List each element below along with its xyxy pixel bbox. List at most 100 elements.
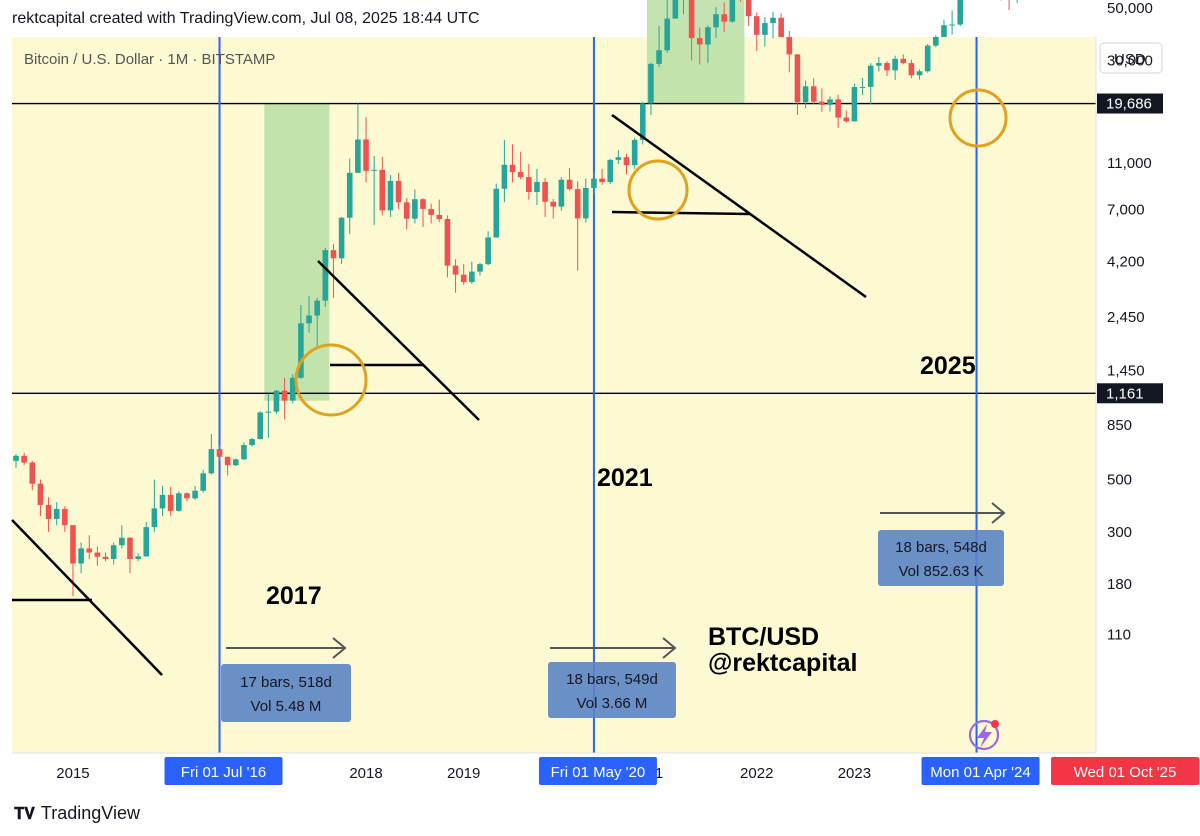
symbol-title: Bitcoin / U.S. Dollar · 1M · BITSTAMP	[24, 51, 275, 68]
candle-2015-07	[119, 525, 125, 549]
candle-body	[395, 180, 402, 203]
candle-body	[21, 455, 27, 463]
candle-body	[892, 58, 898, 71]
candle-body	[778, 17, 784, 38]
candle-body	[387, 180, 394, 211]
tradingview-logo-icon	[968, 719, 1000, 751]
candle-2019-11	[542, 178, 548, 217]
candle-body	[257, 412, 263, 440]
candle-2018-04	[387, 174, 394, 217]
candle-2014-06	[13, 454, 19, 468]
time-tick-2015: 2015	[56, 765, 89, 782]
candle-body	[501, 164, 508, 189]
candle-2021-09	[721, 2, 727, 32]
candle-body	[371, 169, 377, 171]
candle-2018-09	[428, 203, 434, 224]
currency-button[interactable]	[1099, 42, 1163, 74]
candle-2018-07	[412, 189, 418, 224]
candle-2021-12	[745, 0, 752, 26]
candle-body	[232, 459, 239, 466]
candle-2016-11	[249, 437, 255, 447]
candle-2015-12	[159, 485, 166, 517]
price-tick-11000: 11,000	[1107, 155, 1152, 172]
candle-body	[289, 377, 296, 401]
candle-body	[542, 181, 548, 202]
candle-body	[705, 27, 711, 45]
candle-2020-06	[599, 168, 605, 185]
candle-2017-02	[273, 389, 280, 414]
candle-body	[444, 219, 451, 266]
candle-body	[794, 54, 801, 103]
candle-body	[273, 390, 280, 412]
candle-body	[94, 552, 101, 557]
candle-body	[648, 63, 654, 104]
time-marker-badge-0	[164, 757, 283, 785]
candle-2016-09	[232, 458, 239, 467]
candle-2018-03	[379, 156, 386, 216]
time-marker-badge-2	[921, 757, 1040, 785]
level-badge-text-2: 19,686	[1106, 96, 1152, 113]
candle-body	[623, 157, 630, 166]
candle-2019-01	[460, 264, 467, 285]
candle-2023-05	[884, 61, 890, 76]
candle-body	[819, 101, 825, 105]
candle-body	[322, 250, 329, 301]
candle-body	[281, 390, 288, 401]
candle-body	[70, 525, 76, 564]
candle-2019-12	[550, 198, 557, 219]
candle-body	[908, 63, 915, 76]
candle-2023-03	[867, 63, 874, 105]
measure-2024-line1: 18 bars, 548d	[895, 539, 987, 556]
candle-2021-07	[705, 25, 711, 63]
candle-body	[599, 178, 605, 183]
candle-body	[884, 63, 890, 71]
candle-body	[664, 18, 670, 51]
candle-2023-11	[933, 35, 939, 48]
candle-2014-10	[45, 497, 52, 532]
candle-2014-07	[21, 452, 27, 466]
candle-body	[786, 37, 793, 55]
measure-2016-line1: 17 bars, 518d	[240, 674, 332, 691]
candle-body	[574, 189, 581, 219]
candle-2019-09	[526, 164, 532, 200]
candle-body	[835, 99, 841, 118]
candle-body	[745, 0, 752, 17]
measure-2024-line2: Vol 852.63 K	[898, 563, 983, 580]
candle-body	[900, 58, 907, 64]
price-tick-2450: 2,450	[1107, 309, 1145, 326]
candle-2017-08	[322, 247, 329, 307]
candle-body	[102, 556, 109, 559]
candle-body	[167, 494, 174, 511]
annotation-handle: @rektcapital	[708, 649, 857, 677]
candle-body	[859, 86, 866, 88]
candle-2017-06	[306, 296, 312, 333]
price-tick-30000: 30,000	[1107, 52, 1153, 69]
time-tick-2023: 2023	[838, 765, 871, 782]
candle-body	[192, 490, 198, 499]
candle-2022-09	[819, 88, 825, 112]
candle-2018-11	[444, 215, 451, 278]
candle-body	[151, 508, 158, 528]
price-tick-4200: 4,200	[1107, 254, 1145, 271]
candle-2016-05	[200, 469, 207, 493]
candle-2017-12	[355, 103, 361, 173]
candle-body	[184, 493, 190, 499]
candle-body	[143, 527, 150, 557]
zone-0	[264, 103, 330, 401]
candle-2018-05	[395, 172, 402, 210]
candle-2022-01	[753, 12, 760, 51]
candle-body	[452, 265, 459, 275]
candle-body	[810, 86, 817, 102]
candle-body	[957, 0, 964, 25]
candle-body	[672, 0, 679, 19]
candle-body	[729, 0, 736, 22]
measure-box-2020	[548, 662, 676, 718]
candle-body	[355, 139, 361, 173]
candle-body	[591, 178, 597, 188]
candle-body	[933, 36, 939, 46]
trendline-2021-2022	[611, 113, 867, 299]
candle-2016-06	[208, 433, 215, 475]
measure-box-2016	[221, 664, 351, 722]
candle-2017-07	[314, 297, 320, 349]
